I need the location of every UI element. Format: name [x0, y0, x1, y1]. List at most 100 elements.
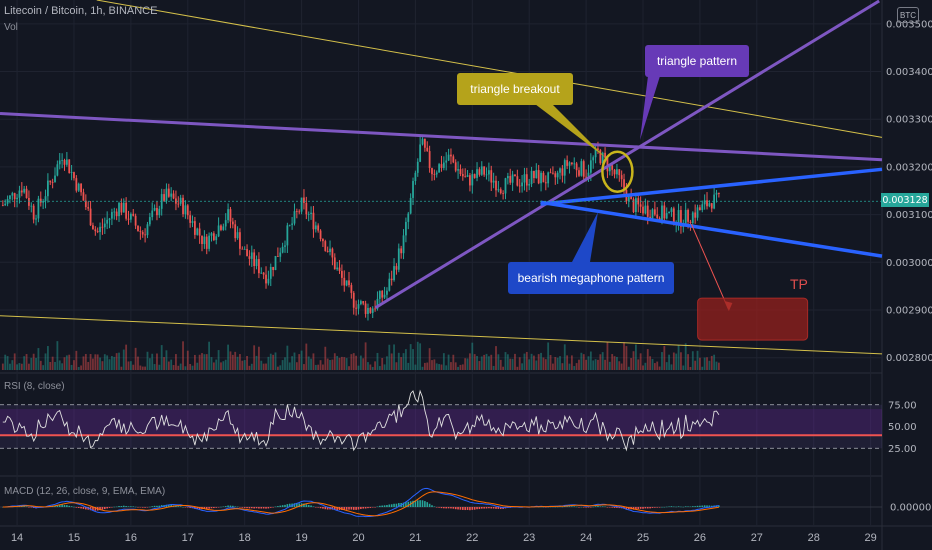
candle-body — [528, 183, 531, 186]
macd-histogram-bar — [144, 507, 146, 508]
volume-bar — [476, 355, 478, 370]
candle-body — [205, 236, 208, 249]
macd-label[interactable]: MACD (12, 26, close, 9, EMA, EMA) — [4, 486, 166, 497]
volume-bar — [73, 360, 75, 370]
volume-bar — [44, 353, 47, 370]
macd-histogram-bar — [668, 506, 670, 507]
macd-histogram-bar — [514, 507, 516, 508]
volume-bar — [1, 363, 4, 370]
volume-bar — [184, 366, 187, 370]
volume-bar — [236, 356, 239, 370]
macd-histogram-bar — [350, 507, 353, 510]
volume-bar — [585, 359, 588, 370]
volume-bar — [63, 357, 66, 370]
volume-bar — [656, 361, 659, 370]
macd-histogram-bar — [452, 507, 455, 509]
macd-histogram-bar — [402, 502, 405, 507]
macd-histogram-bar — [303, 503, 305, 507]
macd-histogram-bar — [431, 505, 433, 507]
macd-histogram-bar — [80, 507, 82, 509]
macd-histogram-bar — [89, 507, 92, 511]
volume-bar — [158, 364, 161, 370]
candle-body — [262, 272, 265, 275]
macd-histogram-bar — [568, 506, 571, 507]
candle-body — [234, 224, 237, 239]
volume-bar — [186, 350, 189, 370]
candle-body — [670, 208, 673, 212]
volume-bar — [201, 353, 203, 370]
price-tick-label: 0.003300 — [886, 115, 932, 126]
candle-body — [103, 223, 106, 228]
candle-body — [153, 207, 156, 211]
macd-histogram-bar — [616, 507, 618, 508]
volume-bar — [642, 365, 644, 370]
triangle-breakout-callout[interactable]: triangle breakout — [457, 73, 573, 105]
macd-histogram-bar — [115, 506, 118, 508]
candle-body — [426, 147, 429, 152]
volume-bar — [284, 357, 286, 370]
volume-bar — [198, 354, 201, 370]
candle-body — [388, 278, 391, 291]
macd-histogram-bar — [355, 507, 357, 510]
volume-bar — [682, 365, 685, 370]
volume-bar — [333, 353, 336, 370]
candle-body — [397, 248, 400, 270]
candle-body — [314, 225, 317, 230]
candle-body — [288, 224, 291, 226]
candle-body — [331, 248, 334, 258]
candle-body — [495, 180, 497, 191]
volume-bar — [243, 360, 246, 370]
candle-body — [139, 231, 142, 233]
candle-body — [485, 174, 488, 176]
macd-histogram-bar — [73, 506, 75, 508]
bearish-megaphone-callout[interactable]: bearish megaphone pattern — [508, 262, 674, 294]
time-axis[interactable]: 14 15 16 17 18 19 20 21 22 23 24 25 26 27 28 29 — [11, 532, 877, 544]
triangle-pattern-callout[interactable]: triangle pattern — [645, 45, 749, 77]
candle-body — [634, 198, 637, 213]
volume-bar — [516, 366, 519, 370]
currency-badge[interactable]: BTC — [897, 7, 919, 23]
rsi-line — [2, 389, 720, 452]
macd-histogram-bar — [651, 507, 654, 508]
candle-body — [269, 266, 272, 279]
volume-bar — [632, 351, 635, 370]
volume-bar — [317, 364, 320, 370]
macd-histogram-bar — [654, 507, 656, 508]
volume-bar — [542, 357, 545, 370]
candle-body — [393, 266, 395, 281]
candle-body — [480, 166, 483, 175]
macd-histogram-bar — [573, 506, 576, 507]
volume-bar — [371, 366, 374, 370]
candle-body — [227, 209, 229, 221]
volume-bar — [9, 363, 11, 370]
macd-histogram-bar — [146, 507, 149, 508]
volume-bar — [65, 355, 68, 370]
macd-histogram-bar — [609, 507, 611, 508]
candle-body — [300, 197, 303, 212]
volume-bar — [694, 360, 697, 370]
macd-histogram-bar — [258, 507, 260, 509]
candle-body — [108, 218, 111, 220]
macd-histogram-bar — [677, 506, 680, 507]
macd-signal-line — [2, 491, 719, 517]
trendline-drawings[interactable] — [0, 0, 883, 355]
macd-histogram-bar — [85, 507, 87, 510]
candle-body — [547, 172, 550, 184]
volume-bar — [566, 355, 569, 370]
volume-bar — [106, 355, 109, 370]
macd-histogram-bar — [680, 506, 682, 508]
candle-body — [322, 239, 324, 242]
price-axis[interactable]: 0.002800 0.002900 0.003000 0.003100 0.003200… — [886, 19, 932, 513]
volume-bar — [6, 356, 9, 370]
volume-bar — [374, 361, 376, 370]
macd-histogram-bar — [656, 507, 659, 508]
volume-bar — [13, 353, 16, 370]
volume-bar — [419, 343, 422, 370]
volume-bar — [369, 364, 372, 370]
rsi-label[interactable]: RSI (8, close) — [4, 381, 65, 392]
candle-body — [239, 232, 241, 249]
macd-histogram-bar — [388, 504, 391, 507]
candle-body — [390, 278, 393, 281]
macd-histogram-bar — [476, 507, 478, 510]
